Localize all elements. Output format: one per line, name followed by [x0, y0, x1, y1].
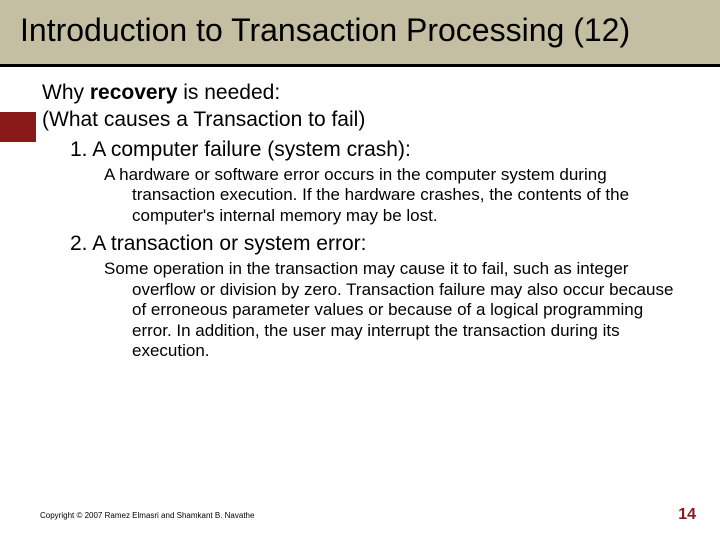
intro-bold: recovery: [90, 81, 178, 104]
point-heading: 2. A transaction or system error:: [42, 230, 680, 257]
intro-prefix: Why: [42, 81, 90, 104]
accent-bar: [0, 112, 36, 142]
intro-line: Why recovery is needed:: [42, 79, 680, 106]
intro-subline: (What causes a Transaction to fail): [42, 106, 680, 133]
point-body: Some operation in the transaction may ca…: [42, 259, 680, 361]
slide-title: Introduction to Transaction Processing (…: [20, 10, 700, 50]
point-heading: 1. A computer failure (system crash):: [42, 136, 680, 163]
slide: Introduction to Transaction Processing (…: [0, 0, 720, 540]
page-number: 14: [678, 506, 696, 524]
title-area: Introduction to Transaction Processing (…: [0, 0, 720, 67]
intro-suffix: is needed:: [177, 81, 280, 104]
point-body: A hardware or software error occurs in t…: [42, 165, 680, 226]
slide-content: Why recovery is needed: (What causes a T…: [0, 67, 720, 373]
copyright-footer: Copyright © 2007 Ramez Elmasri and Shamk…: [40, 511, 254, 520]
